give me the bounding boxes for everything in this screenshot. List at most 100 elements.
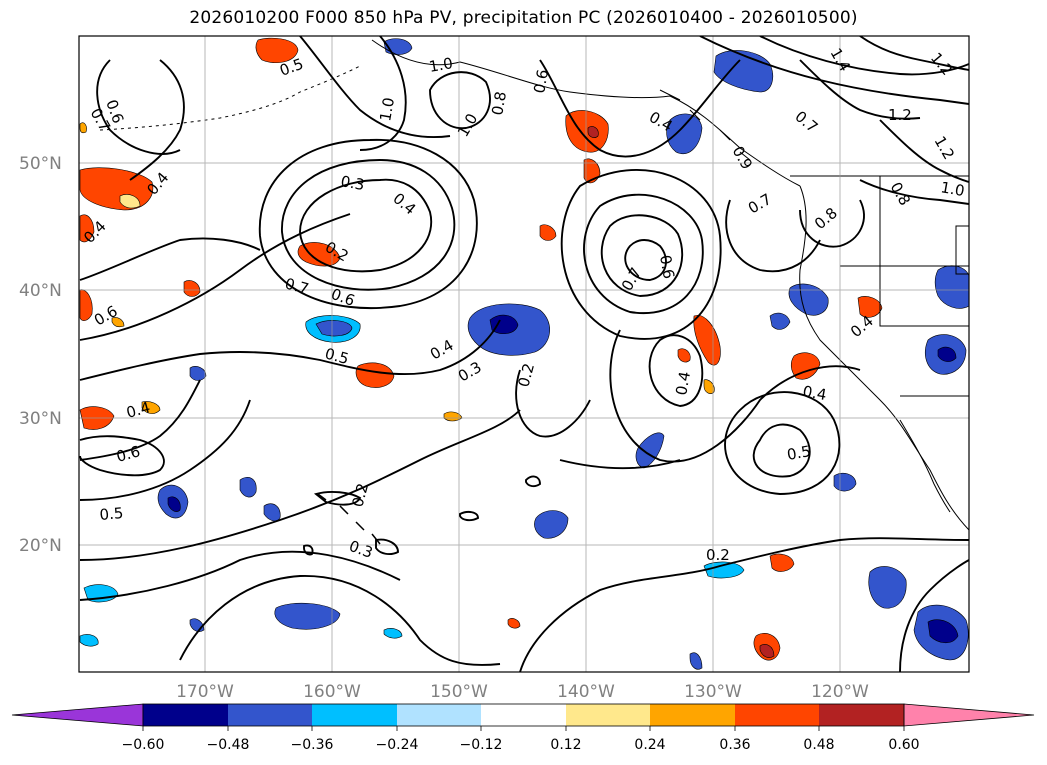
bc-coastal-islands [659, 89, 751, 161]
pv-contour [179, 575, 501, 666]
pv-contour [648, 334, 704, 407]
precip-blob [790, 352, 821, 380]
colorbar-segment [566, 704, 650, 726]
pv-contour [879, 119, 969, 183]
contour-label: 0.6 [114, 442, 142, 466]
lat-label: 40°N [19, 281, 62, 301]
lon-label: 120°W [811, 682, 869, 702]
precip-blob [666, 113, 703, 154]
pv-contour [281, 159, 456, 291]
colorbar-segment [735, 704, 819, 726]
colorbar: −0.60 −0.48 −0.36 −0.24 −0.12 0.12 0.24 … [11, 703, 1035, 753]
pv-contour [79, 213, 351, 341]
colorbar-segment [481, 704, 566, 726]
us-state-line [840, 265, 969, 327]
precip-blob [79, 634, 99, 647]
contour-label: 0.3 [339, 172, 366, 194]
pv-contour [725, 199, 821, 273]
precip-blob [79, 122, 87, 134]
precip-blob [189, 366, 207, 381]
precip-blob [255, 37, 299, 63]
pv-contour [359, 36, 407, 151]
lon-labels: 170°W 160°W 150°W 140°W 130°W 120°W [176, 682, 869, 702]
pv-contour [313, 490, 362, 506]
pv-contour [560, 169, 722, 340]
pv-contour [600, 214, 684, 297]
plot-frame [78, 35, 970, 673]
pv-contour [609, 329, 861, 463]
colorbar-segment [228, 704, 312, 726]
contour-label: 1.0 [428, 54, 455, 76]
pv-contour [129, 59, 185, 181]
lon-label: 150°W [430, 682, 488, 702]
north-america-west-coast [799, 185, 969, 531]
contour-label: 1.2 [888, 106, 912, 124]
pv-contour [759, 36, 969, 76]
pv-contour [752, 423, 811, 478]
precip-blob [857, 296, 883, 318]
colorbar-segment [650, 704, 735, 726]
contour-label: 0.5 [786, 442, 813, 464]
precip-blob [769, 312, 791, 330]
aleutian-islands [99, 65, 361, 131]
pv-contour [559, 459, 681, 470]
precip-blob [635, 432, 665, 469]
colorbar-frame [142, 703, 905, 727]
state-box [955, 225, 969, 275]
contour-label: 0.6 [656, 254, 678, 281]
lat-label: 20°N [19, 536, 62, 556]
contour-label: 1.0 [376, 96, 398, 123]
colorbar-tick-label: −0.12 [460, 737, 503, 753]
pv-contour [299, 178, 433, 273]
precip-blob [119, 194, 141, 209]
lat-labels: 50°N 40°N 30°N 20°N [19, 154, 62, 556]
coastlines [99, 39, 969, 545]
lon-label: 160°W [303, 682, 361, 702]
pv-contour [724, 391, 841, 495]
pv-contours [79, 36, 969, 672]
colorbar-tick-label: 0.12 [550, 737, 581, 753]
contour-label: 0.6 [530, 68, 552, 95]
pv-contour [79, 319, 501, 381]
precip-blob [539, 224, 557, 241]
pv-contour [859, 36, 969, 71]
pv-contour [859, 179, 969, 205]
contour-label: 0.2 [514, 361, 538, 389]
precip-blob [788, 283, 829, 316]
contour-label: 0.4 [672, 370, 694, 397]
colorbar-extend-right [903, 703, 1035, 727]
lon-label: 140°W [557, 682, 615, 702]
precip-blob [534, 510, 569, 539]
precip-blob [141, 401, 161, 414]
contour-label: 0.5 [99, 504, 124, 524]
pv-contour [799, 59, 921, 120]
precip-negative-areas [79, 38, 969, 670]
pv-contour [299, 36, 451, 139]
pv-contour [79, 399, 251, 501]
colorbar-segment [819, 704, 904, 726]
pv-contour [79, 379, 201, 461]
precip-blob [79, 214, 95, 243]
precip-blob [183, 280, 201, 297]
lon-label: 130°W [684, 682, 742, 702]
pv-contour [539, 59, 741, 158]
colorbar-tick-label: −0.24 [376, 737, 419, 753]
colorbar-ticks [142, 726, 905, 731]
precip-blob [315, 320, 353, 337]
colorbar-tick-label: −0.36 [291, 737, 334, 753]
pv-contour [375, 538, 399, 556]
colorbar-tick-label: 0.60 [888, 737, 919, 753]
contour-label: 0.8 [488, 90, 510, 117]
precip-blob [297, 242, 341, 267]
pv-contour [515, 369, 591, 438]
precip-blob [927, 619, 959, 644]
colorbar-tick-label: −0.48 [207, 737, 250, 753]
baja-california [899, 419, 951, 513]
alaska-coast [371, 39, 801, 187]
pv-contour [583, 193, 704, 315]
pv-contour [459, 510, 479, 522]
precip-blob [703, 379, 715, 394]
pv-contour [519, 537, 969, 672]
precip-blob [689, 652, 703, 670]
